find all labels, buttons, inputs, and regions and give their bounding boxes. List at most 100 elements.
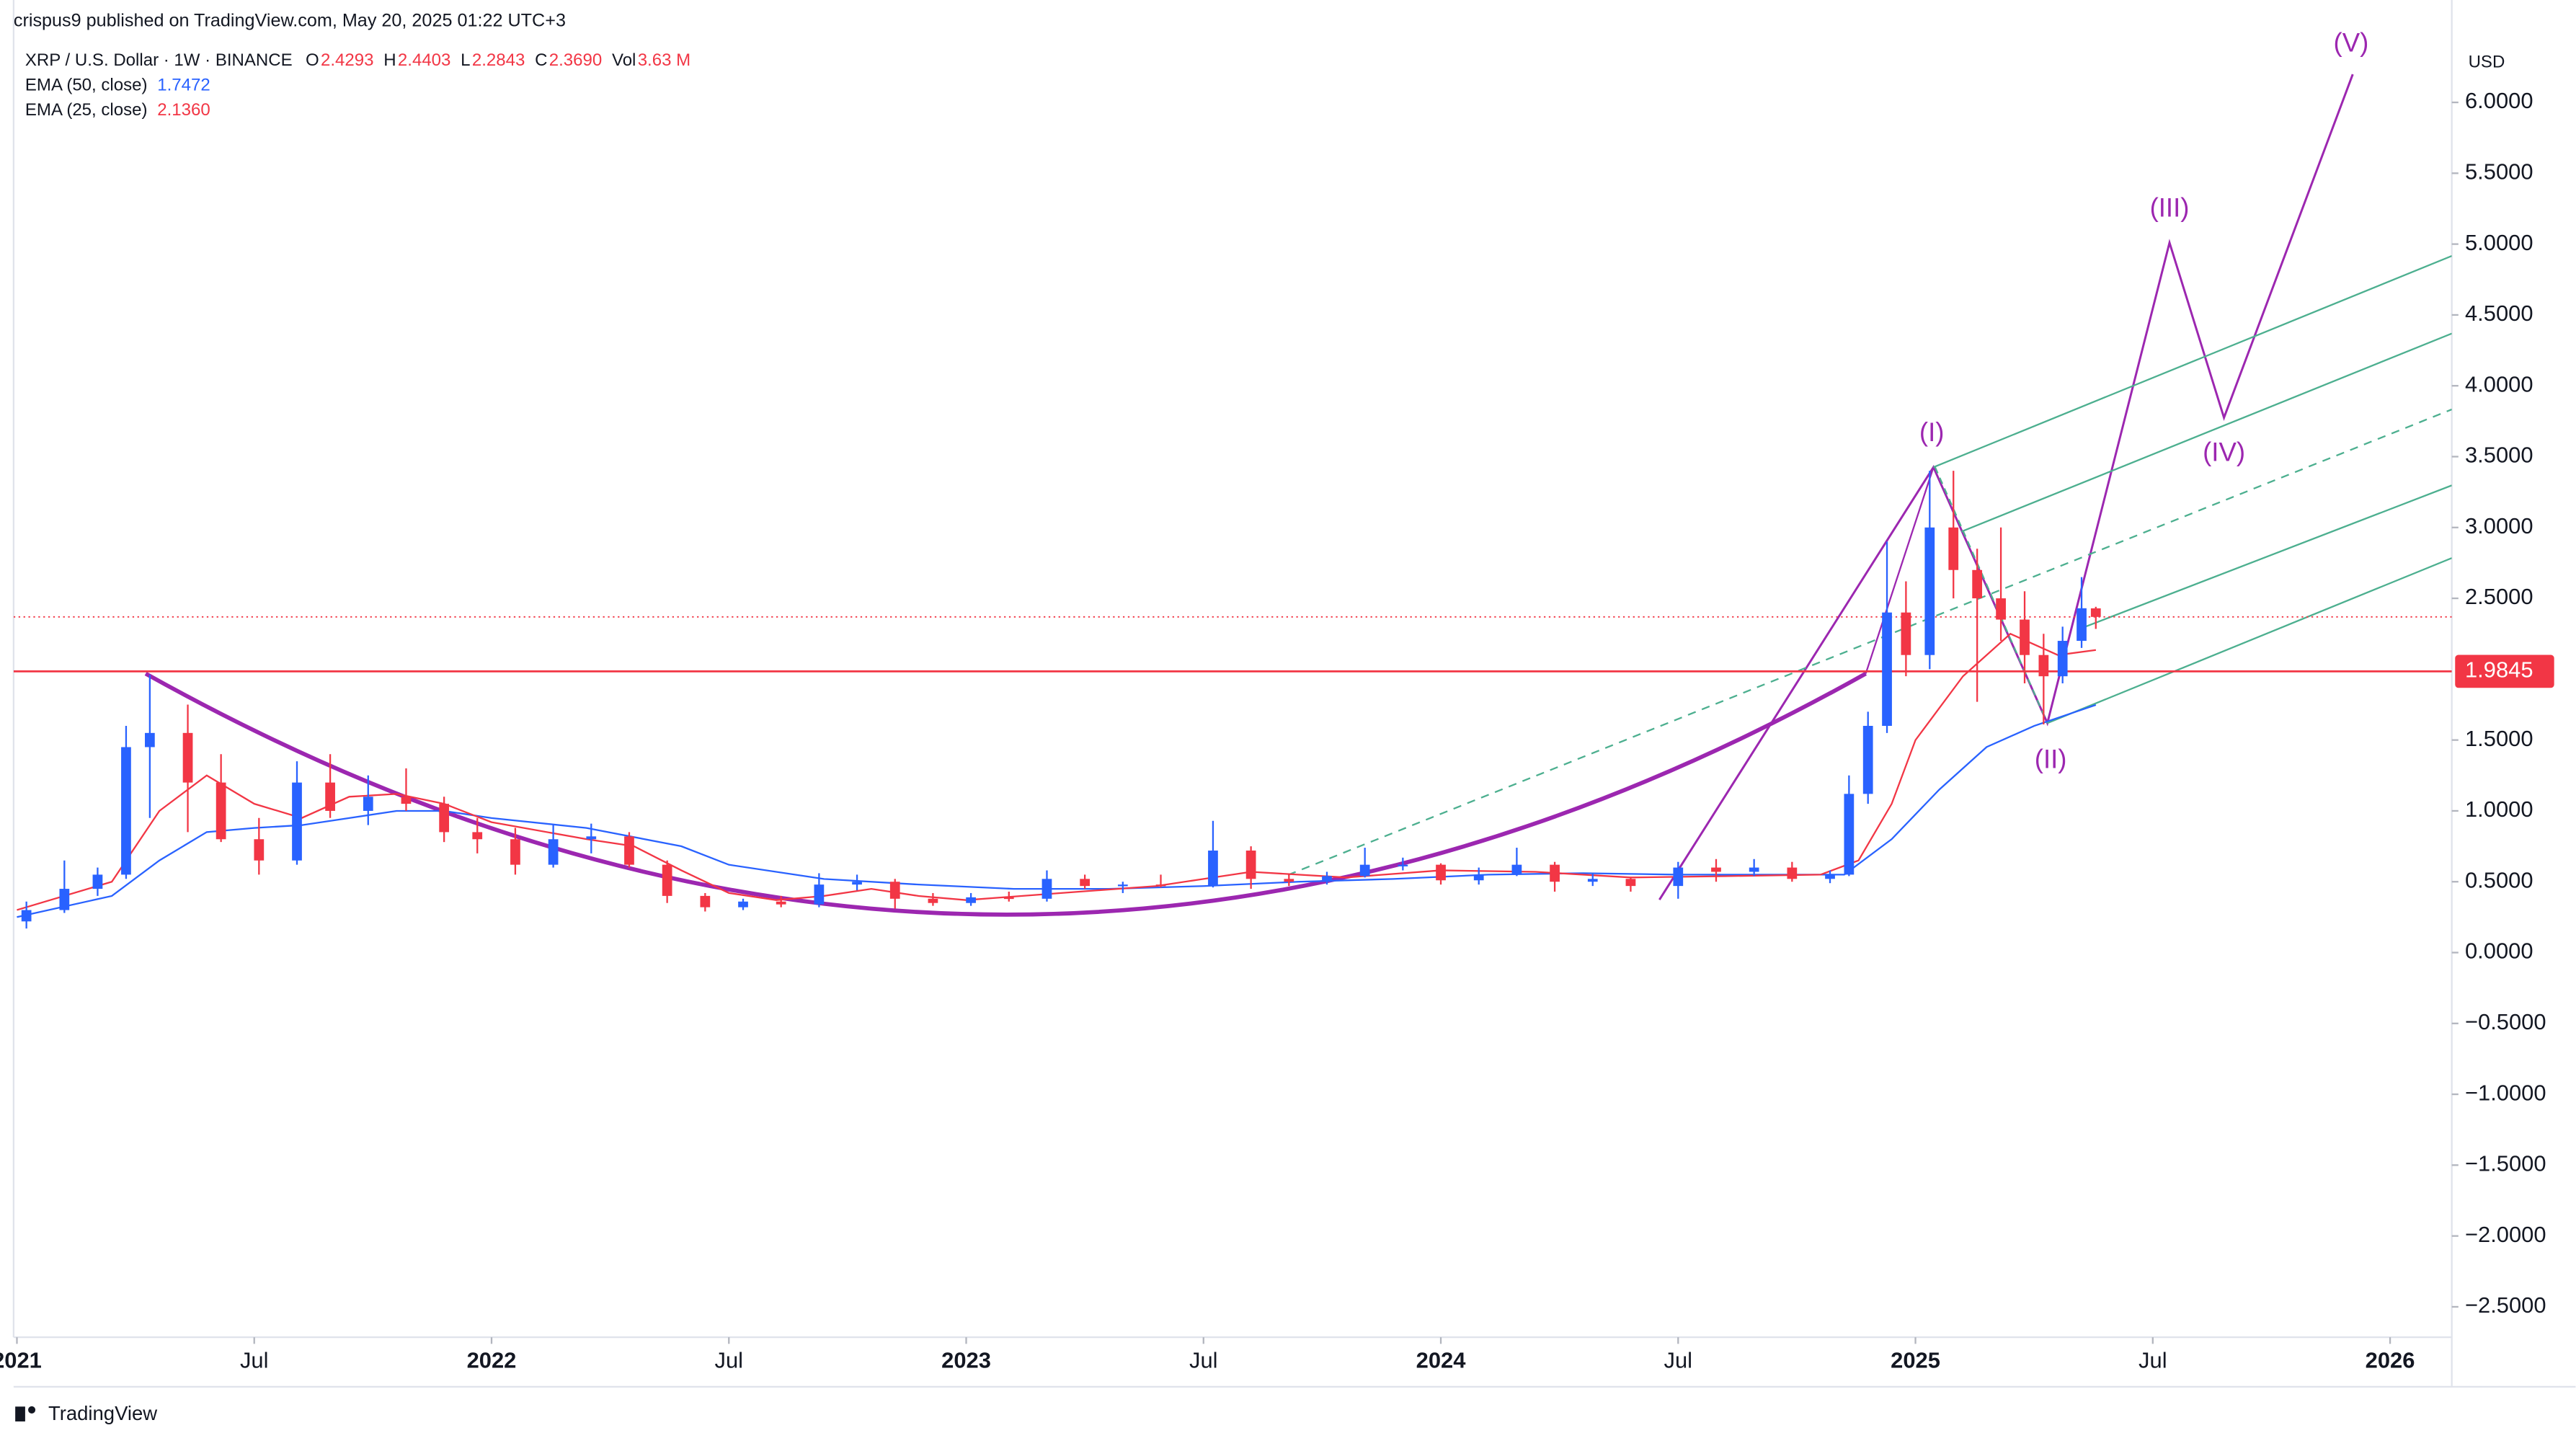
y-tick-label: −1.0000 <box>2465 1080 2546 1105</box>
ema-line <box>17 632 2097 911</box>
candle-body <box>1117 884 1128 887</box>
y-tick-label: 5.0000 <box>2465 230 2533 255</box>
x-tick-label: 2023 <box>941 1348 991 1373</box>
candle-body <box>1322 876 1332 882</box>
candle-body <box>1398 864 1408 866</box>
candle-body <box>59 889 70 910</box>
y-tick-label: 0.5000 <box>2465 867 2533 892</box>
symbol-title: XRP / U.S. Dollar · 1W · BINANCE <box>25 50 293 70</box>
plot: (I) (II) (III) (IV) (V) <box>13 28 2452 929</box>
y-tick-label: 5.5000 <box>2465 159 2533 185</box>
y-tick-label: 4.5000 <box>2465 301 2533 326</box>
cup-handle-line <box>1865 466 1935 674</box>
x-tick-label: 2026 <box>2366 1348 2415 1373</box>
candle-body <box>1711 867 1721 872</box>
candle-body <box>1844 794 1855 875</box>
candle-body <box>439 804 450 833</box>
x-tick-label: Jul <box>1664 1348 1693 1373</box>
candle-body <box>548 839 559 865</box>
candle-body <box>1284 879 1294 882</box>
candle-body <box>1862 725 1873 794</box>
wave-label: (II) <box>2035 745 2067 774</box>
candle-body <box>363 797 373 811</box>
level-label: 1.9845 <box>2465 657 2533 683</box>
candle-body <box>662 864 672 896</box>
candle-body <box>2077 608 2087 642</box>
axis-unit: USD <box>2469 52 2505 71</box>
candle-body <box>852 882 862 885</box>
candle-body <box>92 874 103 889</box>
y-tick-label: 0.0000 <box>2465 939 2533 964</box>
x-tick-label: Jul <box>714 1348 743 1373</box>
candle-body <box>1080 879 1091 887</box>
level-label-box <box>2455 655 2554 688</box>
candle-body <box>966 897 976 903</box>
candle-body <box>401 797 412 804</box>
candle-body <box>2057 641 2068 677</box>
candle-body <box>928 898 938 903</box>
y-tick-label: 4.0000 <box>2465 371 2533 396</box>
candle-body <box>182 732 193 783</box>
candle-body <box>1003 897 1014 900</box>
candle-body <box>325 782 335 811</box>
y-tick-label: −1.5000 <box>2465 1151 2546 1176</box>
candle-body <box>472 832 483 840</box>
legend-value: 3.63 M <box>638 50 690 70</box>
legend-value: 2.3690 <box>549 50 603 70</box>
y-tick-label: −2.5000 <box>2465 1292 2546 1318</box>
candle-body <box>144 732 155 747</box>
candle-body <box>292 782 302 861</box>
y-tick-label: 6.0000 <box>2465 88 2533 113</box>
pitchfork-median <box>1287 408 2452 876</box>
y-tick-label: 2.5000 <box>2465 584 2533 609</box>
y-tick-label: 3.5000 <box>2465 443 2533 468</box>
pitchfork-line <box>1961 332 2452 533</box>
x-tick-label: Jul <box>1189 1348 1218 1373</box>
candle-body <box>1924 527 1935 655</box>
candle-body <box>738 901 748 908</box>
candle-body <box>2090 608 2101 617</box>
legend-key: L <box>461 50 470 70</box>
candle-body <box>1436 864 1446 881</box>
candle-body <box>1587 879 1598 882</box>
candle-body <box>1155 884 1166 887</box>
legend-key: Vol <box>612 50 636 70</box>
candle-body <box>1787 867 1798 879</box>
candle-body <box>2038 655 2049 677</box>
candle-body <box>1550 864 1560 882</box>
y-tick-label: 1.5000 <box>2465 726 2533 751</box>
brand-name: TradingView <box>48 1402 157 1424</box>
candle-body <box>1749 867 1759 872</box>
legend-key: H <box>383 50 396 70</box>
candle-body <box>1473 874 1484 881</box>
brand: TradingView <box>15 1402 157 1424</box>
brand-logo <box>15 1406 25 1421</box>
x-tick-label: 2025 <box>1891 1348 1940 1373</box>
wave-label: (I) <box>1919 417 1945 447</box>
candle-body <box>889 882 900 899</box>
wave-label: (V) <box>2334 28 2369 58</box>
y-tick-label: 1.0000 <box>2465 797 2533 822</box>
wave-label: (III) <box>2150 193 2190 223</box>
y-tick-label: 3.0000 <box>2465 513 2533 538</box>
elliott-wave <box>1658 74 2354 901</box>
candle-body <box>121 747 131 875</box>
y-tick-label: −0.5000 <box>2465 1009 2546 1034</box>
candle-body <box>216 782 226 840</box>
pitchfork-line <box>2083 484 2452 629</box>
candle-body <box>1208 850 1218 887</box>
legend-ema-value: 2.1360 <box>157 100 210 120</box>
legend-key: O <box>306 50 319 70</box>
candle-body <box>586 836 597 840</box>
x-tick-label: Jul <box>240 1348 269 1373</box>
x-tick-label: 2021 <box>0 1348 42 1373</box>
candle-body <box>624 836 634 865</box>
candle-body <box>1359 864 1370 877</box>
pitchfork-line <box>1933 254 2452 469</box>
candle-body <box>700 895 711 908</box>
candle-body <box>1882 612 1892 726</box>
legend-value: 2.4293 <box>321 50 374 70</box>
x-tick-label: 2024 <box>1416 1348 1467 1373</box>
